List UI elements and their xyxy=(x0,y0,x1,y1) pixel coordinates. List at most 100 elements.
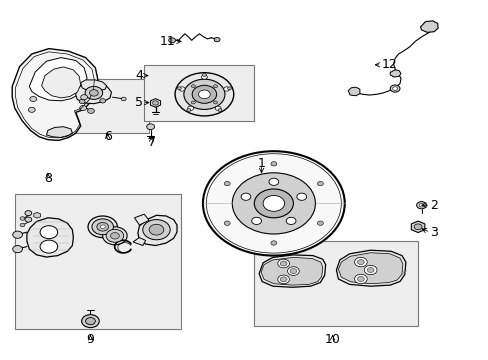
Circle shape xyxy=(177,87,181,90)
Circle shape xyxy=(366,267,373,273)
Circle shape xyxy=(100,99,105,103)
Polygon shape xyxy=(338,253,402,284)
Circle shape xyxy=(317,221,323,225)
Circle shape xyxy=(25,211,32,216)
Circle shape xyxy=(285,217,295,225)
Circle shape xyxy=(183,79,224,109)
Circle shape xyxy=(354,274,366,284)
Circle shape xyxy=(268,178,278,185)
Circle shape xyxy=(186,109,190,112)
Circle shape xyxy=(102,227,127,245)
Circle shape xyxy=(202,73,206,76)
Text: 11: 11 xyxy=(159,35,175,48)
Polygon shape xyxy=(336,250,405,286)
Circle shape xyxy=(85,86,102,99)
Circle shape xyxy=(175,73,233,116)
Polygon shape xyxy=(46,127,72,138)
Text: 6: 6 xyxy=(103,130,111,143)
Circle shape xyxy=(187,106,193,111)
Circle shape xyxy=(80,105,86,111)
Circle shape xyxy=(413,224,421,230)
Circle shape xyxy=(357,276,364,282)
Circle shape xyxy=(28,107,35,112)
Circle shape xyxy=(237,176,310,230)
Polygon shape xyxy=(29,58,87,101)
Polygon shape xyxy=(261,257,322,285)
Bar xyxy=(15,194,181,329)
Text: 12: 12 xyxy=(381,58,396,71)
Circle shape xyxy=(214,37,220,42)
Circle shape xyxy=(418,203,423,207)
Circle shape xyxy=(121,97,126,101)
Bar xyxy=(144,65,254,121)
Circle shape xyxy=(179,87,184,91)
Bar xyxy=(71,79,149,133)
Text: 5: 5 xyxy=(135,96,142,109)
Polygon shape xyxy=(133,238,145,246)
Polygon shape xyxy=(138,215,177,246)
Circle shape xyxy=(227,87,231,90)
Circle shape xyxy=(263,195,284,211)
Circle shape xyxy=(389,85,399,92)
Circle shape xyxy=(198,90,210,99)
Text: 9: 9 xyxy=(86,333,94,346)
Text: 3: 3 xyxy=(429,226,437,239)
Circle shape xyxy=(110,233,119,239)
Circle shape xyxy=(191,101,195,104)
Circle shape xyxy=(149,224,163,235)
Circle shape xyxy=(215,106,221,111)
Polygon shape xyxy=(134,214,149,225)
Text: 8: 8 xyxy=(44,172,52,185)
Circle shape xyxy=(201,75,207,79)
Circle shape xyxy=(88,216,117,238)
Polygon shape xyxy=(389,70,400,77)
Circle shape xyxy=(357,260,364,265)
Circle shape xyxy=(277,275,289,284)
Circle shape xyxy=(213,85,217,87)
Circle shape xyxy=(203,151,344,256)
Circle shape xyxy=(40,226,58,239)
Text: 1: 1 xyxy=(257,157,265,170)
Circle shape xyxy=(224,221,230,225)
Circle shape xyxy=(280,261,286,266)
Circle shape xyxy=(280,277,286,282)
Circle shape xyxy=(97,222,108,231)
Circle shape xyxy=(289,269,296,274)
Polygon shape xyxy=(420,21,437,32)
Circle shape xyxy=(92,219,113,235)
Circle shape xyxy=(13,246,22,253)
Circle shape xyxy=(192,85,216,103)
Circle shape xyxy=(251,217,261,225)
Circle shape xyxy=(392,87,397,90)
Circle shape xyxy=(106,229,123,242)
Circle shape xyxy=(213,101,217,104)
Circle shape xyxy=(232,173,315,234)
Polygon shape xyxy=(259,255,325,287)
Circle shape xyxy=(20,223,25,227)
Circle shape xyxy=(191,85,195,87)
Circle shape xyxy=(81,315,99,328)
Circle shape xyxy=(152,101,158,105)
Text: 7: 7 xyxy=(147,136,155,149)
Circle shape xyxy=(13,231,22,238)
Circle shape xyxy=(364,265,376,275)
Circle shape xyxy=(146,124,154,130)
Circle shape xyxy=(218,109,222,112)
Circle shape xyxy=(20,217,25,220)
Circle shape xyxy=(277,259,289,268)
Circle shape xyxy=(416,202,426,209)
Polygon shape xyxy=(34,212,41,218)
Circle shape xyxy=(296,193,306,200)
Circle shape xyxy=(89,90,98,96)
Circle shape xyxy=(142,220,170,240)
Circle shape xyxy=(79,99,85,104)
Polygon shape xyxy=(81,80,106,91)
Circle shape xyxy=(30,96,37,102)
Circle shape xyxy=(287,267,299,275)
Circle shape xyxy=(168,38,175,43)
Circle shape xyxy=(81,95,87,100)
Circle shape xyxy=(241,193,250,200)
Circle shape xyxy=(317,181,323,186)
Text: 10: 10 xyxy=(324,333,340,346)
Circle shape xyxy=(224,87,229,91)
